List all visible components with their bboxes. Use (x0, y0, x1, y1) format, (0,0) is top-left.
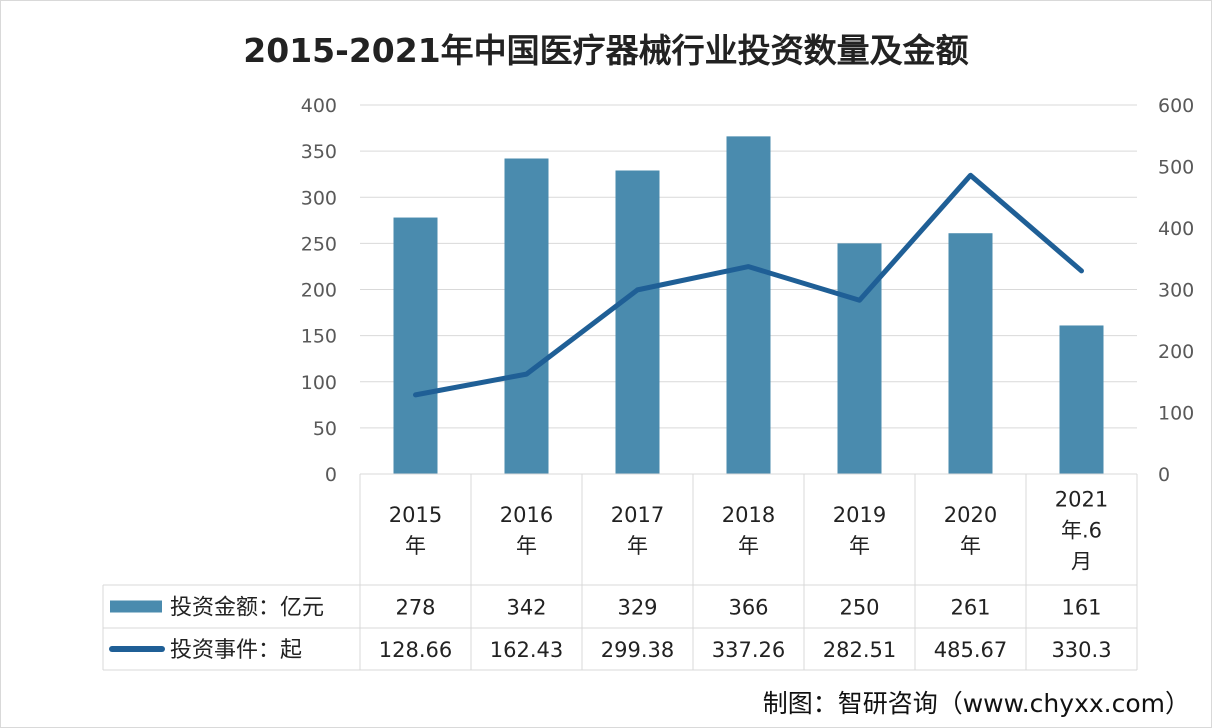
bar-value-label: 278 (395, 596, 435, 620)
legend-bar-label: 投资金额：亿元 (170, 596, 324, 621)
category-label: 2015 年 (389, 503, 442, 558)
right-tick-label: 500 (1158, 157, 1194, 179)
bar-4 (837, 243, 882, 474)
bar-value-label: 342 (506, 596, 546, 620)
bar-value-label: 161 (1061, 596, 1101, 620)
line-value-label: 299.38 (601, 638, 674, 662)
source-footer: 制图：智研咨询（www.chyxx.com） (762, 689, 1190, 718)
category-label: 2018 年 (722, 503, 775, 558)
bar-value-label: 261 (950, 596, 990, 620)
left-tick-label: 50 (313, 418, 337, 440)
line-value-label: 330.3 (1051, 638, 1111, 662)
right-tick-label: 400 (1158, 218, 1194, 240)
category-label: 2021 年.6 月 (1055, 488, 1108, 574)
category-label: 2017 年 (611, 503, 664, 558)
left-tick-label: 250 (301, 233, 337, 255)
left-tick-label: 0 (325, 464, 337, 486)
bar-1 (504, 158, 549, 474)
category-label: 2020 年 (944, 503, 997, 558)
bar-value-label: 329 (617, 596, 657, 620)
right-tick-label: 0 (1158, 464, 1170, 486)
bar-0 (393, 217, 438, 475)
right-tick-label: 600 (1158, 95, 1194, 117)
left-tick-label: 400 (301, 95, 337, 117)
legend-bar-key (110, 600, 162, 613)
bar-2 (615, 170, 660, 474)
bar-5 (948, 233, 993, 474)
bar-6 (1059, 325, 1104, 474)
line-value-label: 162.43 (490, 638, 563, 662)
category-label: 2016 年 (500, 503, 553, 558)
left-tick-label: 200 (301, 280, 337, 302)
line-value-label: 128.66 (379, 638, 452, 662)
category-label: 2019 年 (833, 503, 886, 558)
left-tick-label: 100 (301, 372, 337, 394)
line-value-label: 337.26 (712, 638, 785, 662)
legend-line-label: 投资事件：起 (170, 638, 302, 663)
right-tick-label: 200 (1158, 341, 1194, 363)
right-tick-label: 300 (1158, 280, 1194, 302)
bar-3 (726, 136, 771, 475)
right-tick-label: 100 (1158, 403, 1194, 425)
left-tick-label: 350 (301, 141, 337, 163)
bar-value-label: 250 (839, 596, 879, 620)
chart-title: 2015-2021年中国医疗器械行业投资数量及金额 (243, 31, 969, 70)
left-tick-label: 150 (301, 326, 337, 348)
line-value-label: 485.67 (934, 638, 1007, 662)
left-tick-label: 300 (301, 187, 337, 209)
line-value-label: 282.51 (823, 638, 896, 662)
bar-value-label: 366 (728, 596, 768, 620)
